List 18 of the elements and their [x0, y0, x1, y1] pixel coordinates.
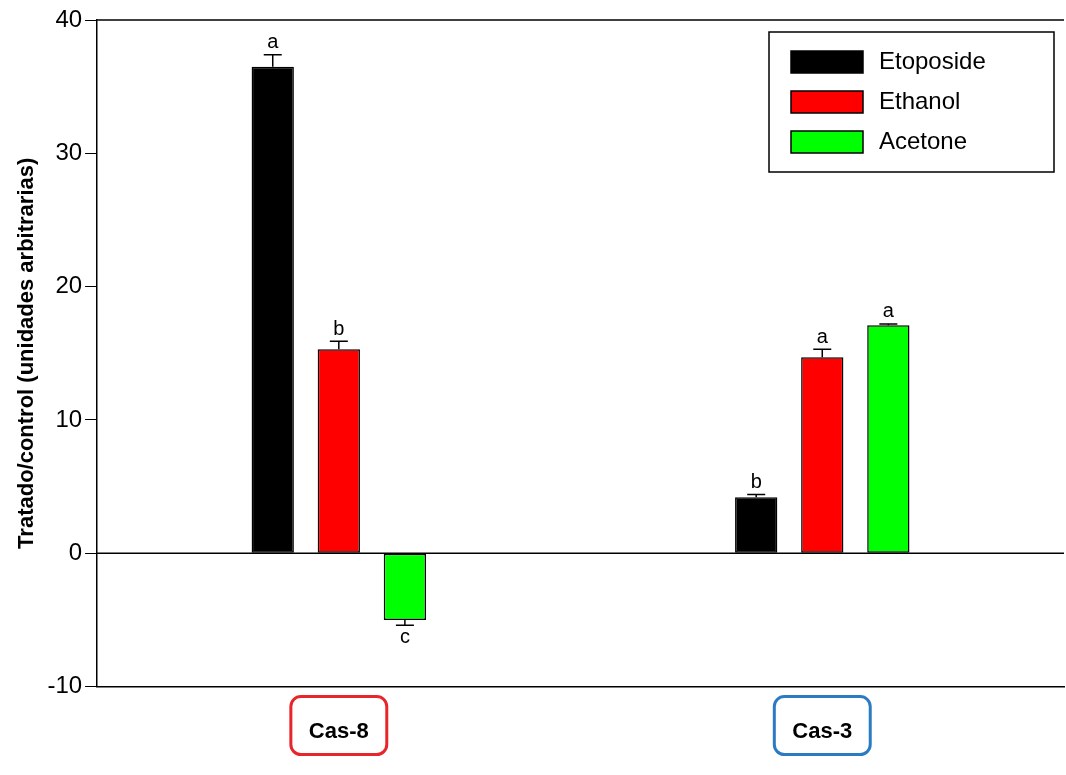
y-tick-label: -10 — [47, 671, 83, 699]
y-tick-label: 0 — [68, 537, 83, 565]
y-tick-label: 30 — [55, 137, 83, 165]
legend-label: Acetone — [879, 126, 968, 154]
data-label: a — [267, 30, 280, 53]
y-tick-label: 40 — [55, 4, 83, 32]
data-label: c — [399, 624, 410, 647]
legend-label: Ethanol — [879, 86, 961, 114]
y-axis-title: Tratado/control (unidades arbitrarias) — [13, 157, 39, 549]
x-tick-label: Cas-3 — [792, 717, 853, 743]
legend-label: Etoposide — [879, 46, 986, 74]
data-label: b — [333, 316, 345, 339]
data-label: a — [816, 324, 829, 347]
data-label: b — [750, 470, 762, 493]
data-label: a — [882, 299, 895, 322]
y-tick-label: 10 — [55, 404, 83, 432]
y-tick-label: 20 — [55, 271, 83, 299]
x-tick-label: Cas-8 — [308, 717, 369, 743]
